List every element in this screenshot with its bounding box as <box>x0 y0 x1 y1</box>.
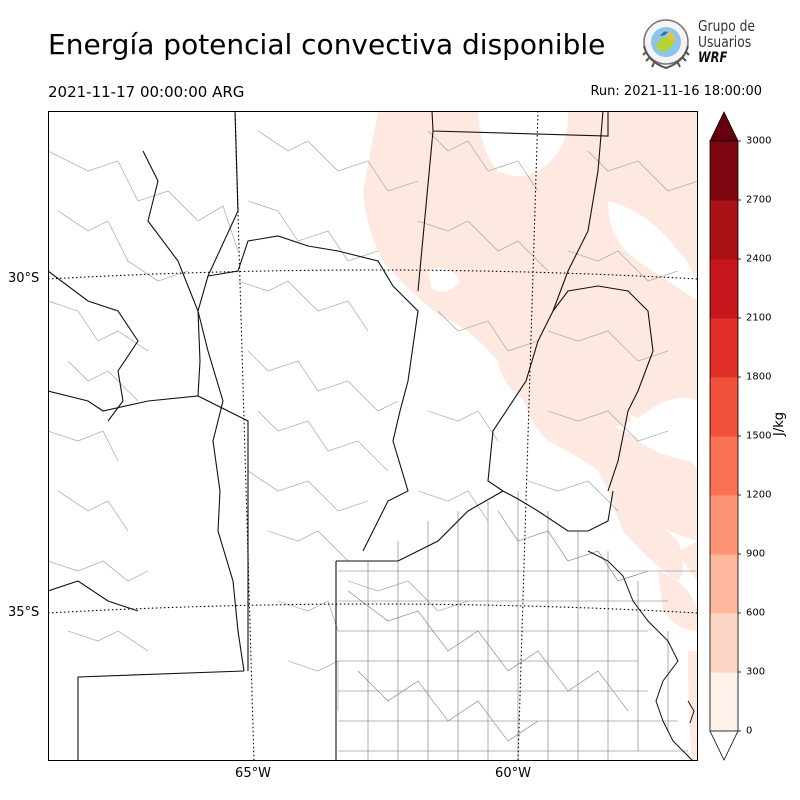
lat-tick-30s: 30°S <box>8 271 40 286</box>
lat-tick-35s: 35°S <box>8 605 40 620</box>
colorbar-band <box>710 259 738 319</box>
colorbar-tick-label: 1800 <box>746 371 772 383</box>
colorbar-tick-label: 3000 <box>746 135 772 147</box>
colorbar-band <box>710 377 738 437</box>
colorbar-tick-label: 1500 <box>746 430 772 442</box>
colorbar-band <box>710 141 738 201</box>
province-boundaries <box>48 111 654 761</box>
colorbar-unit: J/kg <box>772 412 787 436</box>
colorbar-band <box>710 318 738 378</box>
colorbar-tick-label: 2700 <box>746 194 772 206</box>
colorbar <box>706 110 742 762</box>
colorbar-band <box>710 554 738 614</box>
logo-line-2: Usuarios <box>698 33 752 51</box>
run-time: Run: 2021-11-16 18:00:00 <box>590 84 762 99</box>
colorbar-tick-label: 600 <box>746 607 766 619</box>
colorbar-band <box>710 200 738 260</box>
logo: Grupo de Usuarios WRF <box>638 16 758 72</box>
valid-time: 2021-11-17 00:00:00 ARG <box>48 83 245 101</box>
colorbar-under-extension <box>709 730 739 761</box>
colorbar-tick-label: 300 <box>746 666 766 678</box>
logo-line-3: WRF <box>698 50 728 66</box>
colorbar-tick-label: 2400 <box>746 253 772 265</box>
graticule <box>48 111 698 761</box>
colorbar-tick-label: 2100 <box>746 312 772 324</box>
department-boundaries <box>48 130 698 711</box>
colorbar-tick-label: 1200 <box>746 489 772 501</box>
colorbar-graphic <box>709 111 741 761</box>
colorbar-tick-label: 0 <box>746 725 753 737</box>
map-panel <box>48 111 698 761</box>
buenos-aires-partidos <box>338 491 698 761</box>
cape-field-layer <box>363 111 698 761</box>
logo-emblem-icon <box>642 19 690 70</box>
colorbar-band <box>710 672 738 732</box>
colorbar-over-extension <box>709 111 739 142</box>
colorbar-band <box>710 613 738 673</box>
lon-tick-60w: 60°W <box>495 766 531 781</box>
colorbar-band <box>710 495 738 555</box>
coastline <box>587 550 695 761</box>
lon-tick-65w: 65°W <box>235 766 271 781</box>
map-title: Energía potencial convectiva disponible <box>48 28 606 61</box>
cape-map <box>48 111 698 761</box>
colorbar-band <box>710 436 738 496</box>
map-frame <box>48 111 698 761</box>
logo-line-1: Grupo de <box>698 17 756 35</box>
colorbar-tick-label: 900 <box>746 548 766 560</box>
